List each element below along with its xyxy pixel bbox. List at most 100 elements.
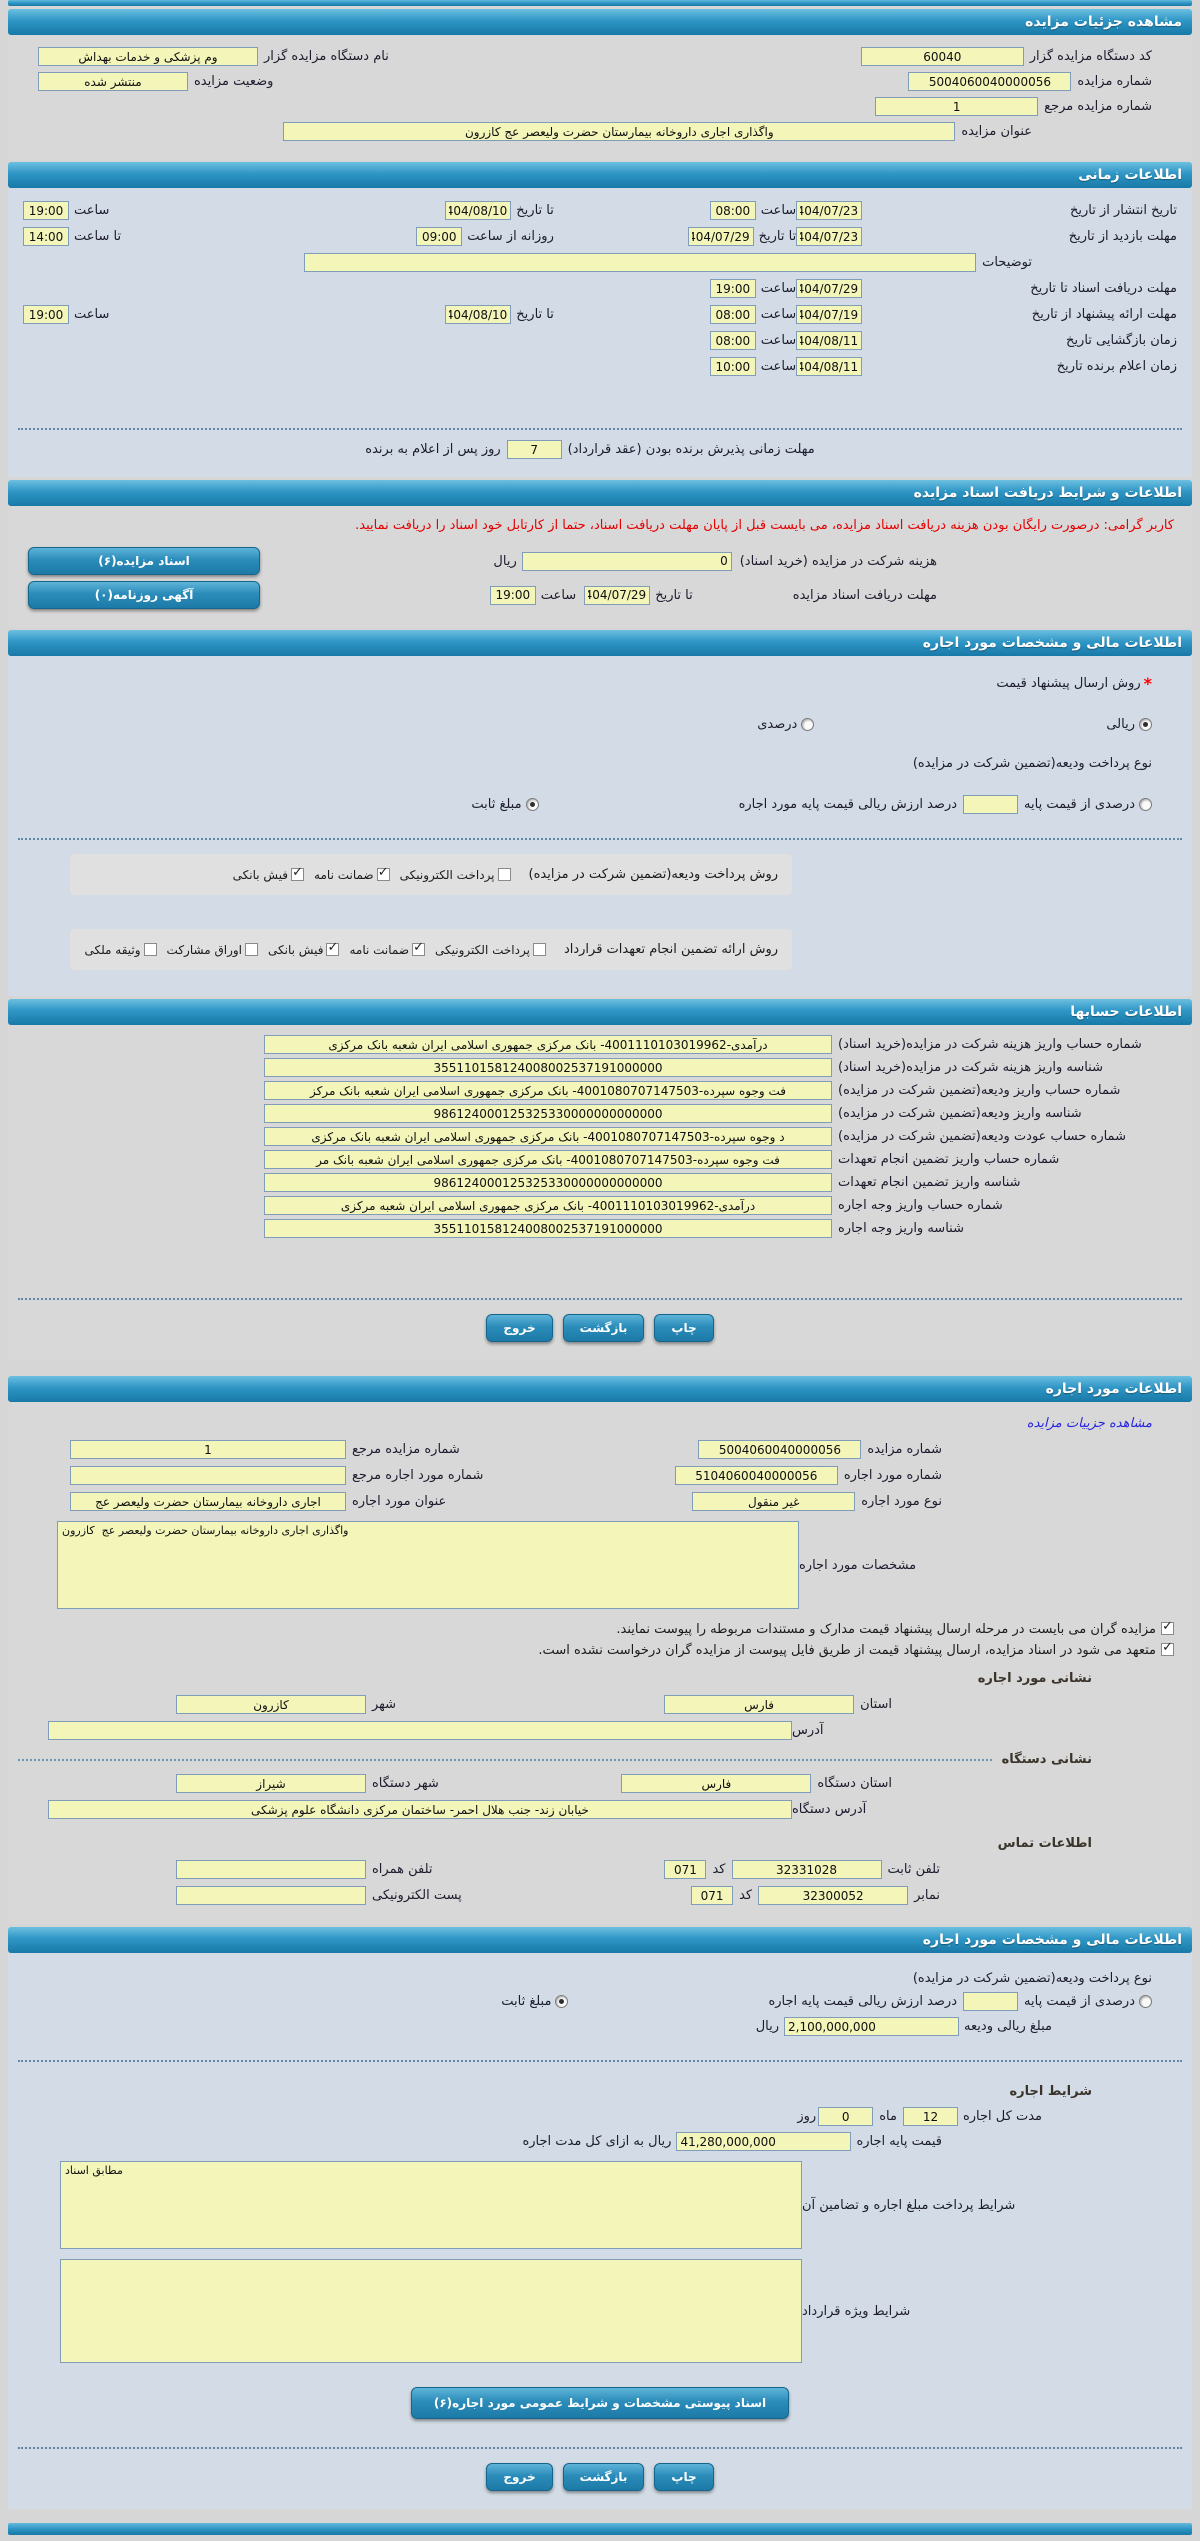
pay-bank-slip-option[interactable]: فیش بانکی <box>233 865 305 882</box>
auction-ref-input[interactable] <box>70 1440 346 1459</box>
rial-radio[interactable] <box>1139 718 1152 731</box>
doc-deadline-time-input[interactable] <box>489 585 536 605</box>
doc-fee-input[interactable] <box>521 551 732 571</box>
item-type-input[interactable] <box>692 1492 856 1511</box>
visit-from-date-input[interactable] <box>796 227 863 246</box>
electronic-pay-checkbox[interactable] <box>532 943 546 956</box>
publish-from-time-input[interactable] <box>709 201 756 220</box>
visit-from-time-input[interactable] <box>416 227 463 246</box>
fax-code-input[interactable] <box>691 1886 734 1905</box>
percent-base-radio[interactable] <box>1139 1995 1152 2008</box>
pay-guarantee-letter-option[interactable]: ضمانت نامه <box>314 865 390 882</box>
pay-electronic-option[interactable]: پرداخت الکترونیکی <box>400 868 511 882</box>
no-file-request-checkbox[interactable] <box>1161 1640 1174 1656</box>
fixed-amount-option[interactable]: مبلغ ثابت <box>501 1994 569 2009</box>
opening-time-input[interactable] <box>709 331 756 350</box>
winner-date-input[interactable] <box>796 357 863 376</box>
print-button[interactable]: چاپ <box>654 1314 714 1342</box>
bonds-checkbox[interactable] <box>245 943 259 956</box>
print-button[interactable]: چاپ <box>654 2463 714 2491</box>
publish-to-date-input[interactable] <box>445 201 512 220</box>
visit-to-date-input[interactable] <box>687 227 754 246</box>
city-input[interactable] <box>176 1695 366 1714</box>
phone-input[interactable] <box>731 1860 882 1879</box>
base-price-input[interactable] <box>676 2132 852 2151</box>
offer-to-date-input[interactable] <box>445 305 512 324</box>
doc-deadline-date-input[interactable] <box>584 585 651 605</box>
address-input[interactable] <box>48 1721 792 1740</box>
bank-slip-checkbox[interactable] <box>326 940 340 956</box>
percent-base-option[interactable]: درصدی از قیمت پایه <box>1024 797 1152 812</box>
org-address-input[interactable] <box>48 1800 792 1819</box>
guarantee-property-option[interactable]: وثیقه ملکی <box>84 943 157 957</box>
percent-value-input[interactable] <box>963 795 1019 814</box>
auction-no-input[interactable] <box>698 1440 862 1459</box>
percent-base-radio[interactable] <box>1139 798 1152 811</box>
province-input[interactable] <box>664 1695 855 1714</box>
auction-title-input[interactable] <box>283 122 956 141</box>
fixed-amount-option[interactable]: مبلغ ثابت <box>471 797 539 812</box>
item-specs-textarea[interactable]: واگذاری اجاری داروخانه بیمارستان حضرت ول… <box>57 1521 799 1609</box>
opening-date-input[interactable] <box>796 331 863 350</box>
agency-code-input[interactable] <box>860 47 1024 66</box>
item-title-input[interactable] <box>70 1492 346 1511</box>
guarantee-bonds-option[interactable]: اوراق مشارکت <box>167 943 259 957</box>
visit-to-time-input[interactable] <box>23 227 70 246</box>
fixed-amount-radio[interactable] <box>525 798 539 811</box>
guarantee-letter-checkbox[interactable] <box>412 940 426 956</box>
duration-months-input[interactable] <box>902 2107 958 2126</box>
attached-specs-button[interactable]: اسناد پیوستی مشخصات و شرایط عمومی مورد ا… <box>410 2387 790 2419</box>
auction-ref-input[interactable] <box>875 97 1039 116</box>
special-conditions-textarea[interactable] <box>60 2259 802 2363</box>
obligation-account-input[interactable] <box>264 1150 832 1169</box>
agency-name-input[interactable] <box>38 47 258 66</box>
guarantee-refund-account-input[interactable] <box>264 1127 832 1146</box>
offer-from-date-input[interactable] <box>796 305 863 324</box>
item-ref-input[interactable] <box>70 1466 346 1485</box>
mobile-input[interactable] <box>176 1860 366 1879</box>
org-city-input[interactable] <box>176 1774 366 1793</box>
guarantee-letter-checkbox[interactable] <box>376 865 390 881</box>
percent-base-option[interactable]: درصدی از قیمت پایه <box>1024 1994 1152 2009</box>
percent-option[interactable]: درصدی <box>757 717 815 732</box>
publish-from-date-input[interactable] <box>796 201 863 220</box>
attach-docs-checkbox[interactable] <box>1161 1619 1174 1635</box>
back-button[interactable]: بازگشت <box>562 2463 645 2491</box>
payment-conditions-textarea[interactable]: مطابق اسناد <box>60 2161 802 2249</box>
accept-days-input[interactable] <box>506 440 562 459</box>
property-collateral-checkbox[interactable] <box>143 943 157 956</box>
electronic-pay-checkbox[interactable] <box>497 868 511 881</box>
guarantee-bank-slip-option[interactable]: فیش بانکی <box>268 940 340 957</box>
obligation-id-input[interactable] <box>264 1173 832 1192</box>
fax-input[interactable] <box>758 1886 909 1905</box>
org-province-input[interactable] <box>621 1774 812 1793</box>
percent-radio[interactable] <box>801 718 815 731</box>
rent-payment-account-input[interactable] <box>264 1196 832 1215</box>
guarantee-deposit-account-input[interactable] <box>264 1081 832 1100</box>
auction-status-input[interactable] <box>38 72 188 91</box>
exit-button[interactable]: خروج <box>486 1314 553 1342</box>
deposit-amount-input[interactable] <box>784 2017 960 2036</box>
duration-days-input[interactable] <box>818 2107 874 2126</box>
guarantee-electronic-option[interactable]: پرداخت الکترونیکی <box>435 943 546 957</box>
exit-button[interactable]: خروج <box>486 2463 553 2491</box>
email-input[interactable] <box>176 1886 366 1905</box>
rent-payment-id-input[interactable] <box>264 1219 832 1238</box>
item-no-input[interactable] <box>674 1466 838 1485</box>
phone-code-input[interactable] <box>664 1860 707 1879</box>
back-button[interactable]: بازگشت <box>562 1314 645 1342</box>
newspaper-ad-button[interactable]: آگهی روزنامه(۰) <box>28 581 260 609</box>
offer-to-time-input[interactable] <box>23 305 70 324</box>
offer-from-time-input[interactable] <box>709 305 756 324</box>
auction-documents-button[interactable]: اسناد مزایده(۶) <box>28 547 260 575</box>
fee-deposit-id-input[interactable] <box>264 1058 832 1077</box>
rial-option[interactable]: ریالی <box>1106 717 1152 732</box>
view-auction-details-link[interactable]: مشاهده جزییات مزایده <box>1026 1416 1152 1431</box>
percent-value-input[interactable] <box>963 1992 1019 2011</box>
auction-number-input[interactable] <box>908 72 1072 91</box>
bank-slip-checkbox[interactable] <box>291 865 305 881</box>
fee-deposit-account-input[interactable] <box>264 1035 832 1054</box>
guarantee-deposit-id-input[interactable] <box>264 1104 832 1123</box>
docs-deadline-date-input[interactable] <box>796 279 863 298</box>
description-input[interactable] <box>304 253 977 272</box>
